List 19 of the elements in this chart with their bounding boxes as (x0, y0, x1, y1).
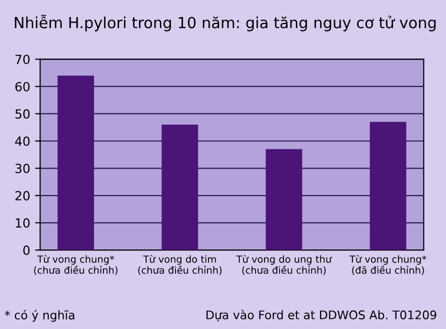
text: Dựa vào Ford et at DDWOS Ab. T01209 (206, 310, 436, 322)
chart-title: Nhiễm H.pylori trong 10 năm: gia tăng nguy cơ tử vong (14, 14, 436, 32)
y-tick-label: 60 (15, 82, 30, 92)
bar (162, 124, 198, 250)
y-tick-label: 40 (15, 136, 30, 146)
text: * có ý nghĩa (4, 310, 74, 322)
x-tick-label: Từ vong chung* (đã điều chỉnh) (349, 254, 426, 275)
x-tick-label: Từ vong chung* (chưa điều chỉnh) (34, 254, 118, 275)
bar (58, 76, 94, 250)
bar (370, 122, 406, 250)
x-tick-label: Từ vong do ung thư (chưa điều chỉnh) (236, 254, 332, 275)
y-tick-label: 20 (15, 190, 30, 200)
y-tick-label: 0 (23, 246, 30, 255)
bar (266, 149, 302, 250)
y-tick-label: 10 (16, 218, 30, 228)
y-tick-label: 30 (15, 164, 30, 174)
y-tick-label: 70 (16, 54, 30, 64)
y-tick-label: 50 (15, 109, 30, 119)
x-tick-label: Từ vong do tim (chưa điều chỉnh) (138, 254, 222, 275)
